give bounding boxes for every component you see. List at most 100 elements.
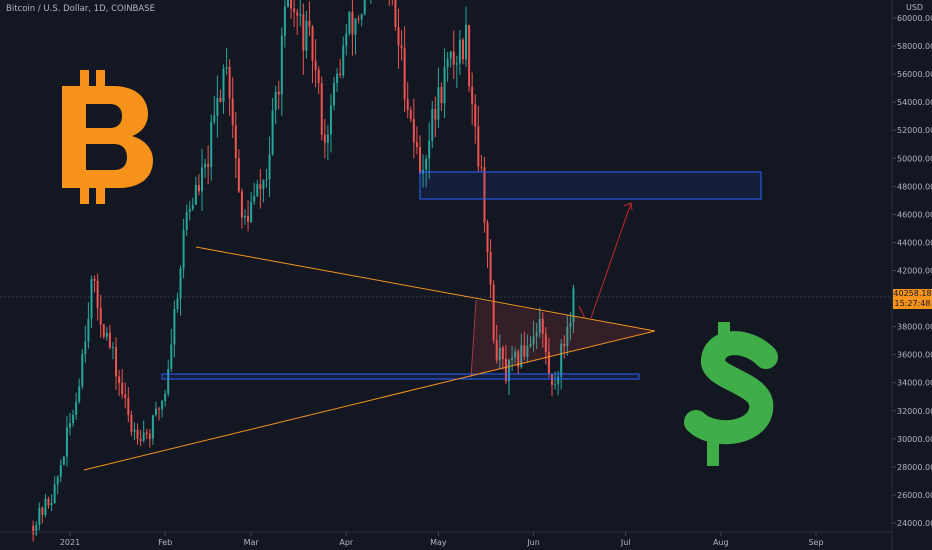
candle-body	[461, 39, 464, 60]
candle-body	[529, 344, 532, 347]
candle-body	[62, 456, 65, 465]
candle-body	[348, 11, 351, 34]
price-tick-label: 26000.00	[897, 491, 932, 500]
candle-body	[84, 341, 87, 354]
candle-body	[274, 91, 277, 111]
candle-body	[237, 158, 240, 192]
candle-body	[277, 91, 280, 95]
candle-body	[434, 109, 437, 120]
candle-body	[305, 20, 308, 51]
candle-body	[440, 86, 443, 104]
chart-title: Bitcoin / U.S. Dollar, 1D, COINBASE	[6, 4, 155, 14]
candle-body	[520, 345, 523, 368]
candle-body	[363, 0, 366, 15]
candle-body	[234, 125, 237, 159]
candle-body	[191, 204, 194, 209]
candle-body	[256, 184, 259, 197]
candle-body	[139, 438, 142, 441]
candle-body	[508, 359, 511, 382]
bitcoin-logo-icon	[62, 70, 153, 204]
candle-body	[81, 353, 84, 387]
candle-body	[431, 109, 434, 141]
candle-body	[394, 0, 397, 28]
triangle-fill	[471, 300, 655, 377]
price-tick-label: 48000.00	[897, 182, 932, 191]
candle-body	[78, 386, 81, 402]
candle-body	[339, 73, 342, 76]
candle-body	[179, 268, 182, 299]
candle-body	[437, 86, 440, 120]
candle-body	[569, 322, 572, 327]
candle-body	[296, 12, 299, 16]
candle-body	[566, 326, 569, 347]
candle-body	[204, 163, 207, 168]
time-axis[interactable]: 2021 Feb Mar Apr May Jun Jul Aug Sep	[60, 532, 824, 547]
candle-body	[194, 185, 197, 205]
candle-body	[130, 414, 133, 432]
candle-body	[262, 180, 265, 190]
candle-body	[50, 502, 53, 506]
candle-body	[72, 414, 75, 424]
candle-body	[471, 86, 474, 105]
candle-body	[145, 432, 148, 434]
candle-body	[329, 105, 332, 135]
candle-body	[489, 251, 492, 285]
candle-body	[336, 73, 339, 84]
price-tick-label: 42000.00	[897, 267, 932, 276]
candle-body	[158, 408, 161, 410]
candle-body	[283, 6, 286, 36]
candle-body	[480, 166, 483, 168]
candle-body	[563, 343, 566, 347]
candle-body	[526, 346, 529, 357]
candle-body	[455, 63, 458, 65]
candle-body	[69, 423, 71, 428]
price-tick-label: 50000.00	[897, 154, 932, 163]
candle-body	[477, 126, 480, 167]
candle-body	[197, 185, 200, 192]
currency-label: USD	[906, 3, 923, 12]
candle-body	[517, 351, 520, 368]
candle-body	[557, 376, 560, 385]
price-tick-label: 56000.00	[897, 70, 932, 79]
time-tick-label: May	[430, 538, 447, 547]
price-tick-label: 54000.00	[897, 98, 932, 107]
candle-body	[511, 357, 514, 360]
candle-body	[280, 35, 283, 95]
candle-body	[216, 97, 219, 116]
candle-body	[176, 298, 179, 309]
candle-body	[201, 167, 204, 192]
time-tick-label: Jul	[620, 538, 631, 547]
price-tick-label: 30000.00	[897, 435, 932, 444]
price-tick-label: 52000.00	[897, 126, 932, 135]
candle-body	[504, 359, 507, 382]
time-tick-label: Aug	[713, 538, 729, 547]
countdown-timer: 15:27:48	[894, 299, 931, 308]
candle-body	[333, 83, 336, 106]
candle-body	[323, 134, 326, 143]
candle-body	[293, 8, 296, 13]
support-zone	[161, 373, 640, 380]
candle-body	[170, 344, 173, 369]
price-tick-label: 44000.00	[897, 238, 932, 247]
price-axis[interactable]: 24000.00 26000.00 28000.00 30000.00 32000.00…	[892, 3, 932, 528]
candle-body	[56, 476, 59, 485]
candle-body	[532, 336, 535, 345]
candle-body	[492, 284, 495, 341]
candle-body	[44, 498, 47, 516]
descending-trendline	[195, 246, 656, 332]
last-price-tag: 40258.18 15:27:48	[893, 289, 932, 309]
candle-body	[265, 179, 268, 181]
price-tick-label: 32000.00	[897, 407, 932, 416]
time-tick-label: Sep	[808, 538, 823, 547]
candle-body	[351, 11, 354, 35]
candle-body	[59, 464, 62, 477]
candle-body	[317, 69, 320, 84]
candle-body	[446, 58, 449, 68]
candle-body	[250, 201, 253, 222]
time-tick-label: Apr	[339, 538, 354, 547]
candle-body	[354, 18, 357, 35]
price-tick-label: 36000.00	[897, 351, 932, 360]
candle-body	[247, 215, 250, 222]
candle-body	[572, 288, 575, 323]
